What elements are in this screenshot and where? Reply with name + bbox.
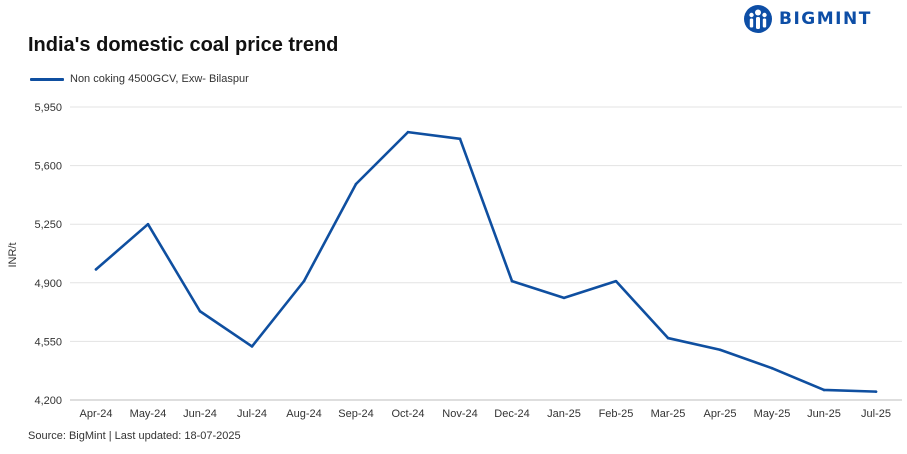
- y-tick-label: 4,550: [34, 336, 62, 348]
- legend-label: Non coking 4500GCV, Exw- Bilaspur: [70, 73, 249, 85]
- x-tick-label: Apr-24: [79, 408, 112, 420]
- data-point: [822, 388, 826, 392]
- data-point: [718, 348, 722, 352]
- x-tick-label: Jun-25: [807, 408, 841, 420]
- x-tick-label: Mar-25: [651, 408, 686, 420]
- bigmint-logo-icon: [744, 5, 772, 33]
- data-point: [302, 279, 306, 283]
- brand-name: BIGMINT: [779, 9, 872, 29]
- grid-lines: [70, 106, 902, 401]
- series-group: [94, 130, 878, 393]
- data-point: [198, 309, 202, 313]
- y-tick-label: 4,200: [34, 395, 62, 407]
- x-tick-label: May-24: [130, 408, 167, 420]
- x-tick-label: May-25: [754, 408, 791, 420]
- data-point: [666, 336, 670, 340]
- series-line: [94, 130, 878, 393]
- y-tick-label: 4,900: [34, 278, 62, 290]
- data-point: [874, 390, 878, 393]
- data-point: [562, 296, 566, 300]
- x-tick-label: Aug-24: [286, 408, 321, 420]
- data-point: [458, 137, 462, 141]
- x-tick-label: Dec-24: [494, 408, 529, 420]
- y-tick-label: 5,950: [34, 102, 62, 114]
- x-tick-label: Jul-24: [237, 408, 267, 420]
- data-point: [510, 279, 514, 283]
- data-point: [146, 222, 150, 226]
- chart-title: India's domestic coal price trend: [28, 34, 339, 56]
- x-tick-label: Apr-25: [703, 408, 736, 420]
- x-tick-label: Jun-24: [183, 408, 217, 420]
- y-tick-labels: 4,200 4,550 4,900 5,250 5,600 5,950: [34, 102, 62, 407]
- source-note: Source: BigMint | Last updated: 18-07-20…: [28, 430, 241, 442]
- x-tick-labels: Apr-24 May-24 Jun-24 Jul-24 Aug-24 Sep-24 Oct-…: [79, 408, 891, 420]
- x-tick-label: Jan-25: [547, 408, 581, 420]
- data-point: [406, 130, 410, 134]
- data-point: [354, 182, 358, 186]
- y-tick-label: 5,600: [34, 161, 62, 173]
- data-point: [614, 279, 618, 283]
- data-point: [770, 366, 774, 370]
- y-tick-label: 5,250: [34, 219, 62, 231]
- x-tick-label: Sep-24: [338, 408, 373, 420]
- x-tick-label: Oct-24: [391, 408, 424, 420]
- brand-logo: BIGMINT: [743, 4, 872, 34]
- legend-swatch: [30, 77, 64, 81]
- chart-legend: Non coking 4500GCV, Exw- Bilaspur: [30, 73, 249, 85]
- x-tick-label: Jul-25: [861, 408, 891, 420]
- data-point: [250, 345, 254, 348]
- x-tick-label: Feb-25: [599, 408, 634, 420]
- data-point: [94, 268, 98, 271]
- x-tick-label: Nov-24: [442, 408, 477, 420]
- y-axis-title: INR/t: [7, 242, 19, 267]
